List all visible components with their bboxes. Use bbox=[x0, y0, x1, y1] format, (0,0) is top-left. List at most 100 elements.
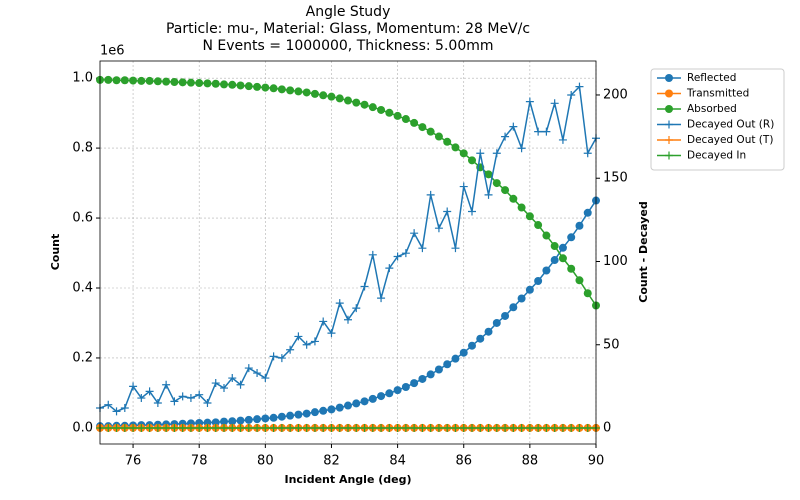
point bbox=[310, 89, 319, 98]
point bbox=[534, 277, 543, 286]
point bbox=[583, 289, 592, 298]
point bbox=[501, 424, 510, 433]
y-tick-label: 1.0 bbox=[72, 71, 93, 86]
point bbox=[459, 182, 468, 191]
point bbox=[410, 118, 419, 127]
point bbox=[294, 424, 303, 433]
point bbox=[468, 207, 476, 216]
point bbox=[120, 424, 129, 433]
point bbox=[393, 424, 402, 433]
point bbox=[302, 340, 311, 349]
point bbox=[509, 424, 518, 433]
point bbox=[558, 424, 567, 433]
point bbox=[484, 424, 493, 433]
point bbox=[203, 399, 212, 408]
point bbox=[385, 108, 394, 117]
point bbox=[451, 244, 460, 253]
point bbox=[393, 111, 402, 120]
point bbox=[129, 424, 138, 433]
point bbox=[186, 424, 195, 433]
point bbox=[302, 88, 311, 97]
point bbox=[443, 137, 452, 146]
y2-tick-label: 100 bbox=[603, 254, 628, 269]
point bbox=[195, 390, 204, 399]
point bbox=[352, 304, 361, 313]
point bbox=[575, 276, 584, 285]
point bbox=[228, 424, 237, 433]
point bbox=[211, 79, 220, 88]
point bbox=[434, 365, 443, 374]
x-tick-label: 90 bbox=[588, 454, 605, 469]
point bbox=[575, 424, 584, 433]
y-tick-label: 0.0 bbox=[72, 420, 93, 435]
point bbox=[286, 411, 295, 420]
y2-tick-label: 150 bbox=[603, 171, 628, 186]
point bbox=[459, 348, 468, 357]
point bbox=[277, 85, 286, 94]
point bbox=[476, 149, 485, 158]
point bbox=[186, 78, 195, 87]
point bbox=[385, 424, 394, 433]
point bbox=[418, 424, 427, 433]
point bbox=[352, 399, 361, 408]
point bbox=[269, 352, 278, 361]
point bbox=[418, 374, 427, 383]
point bbox=[377, 294, 386, 303]
point bbox=[344, 401, 352, 410]
point bbox=[368, 250, 377, 259]
point bbox=[542, 127, 551, 136]
point bbox=[567, 424, 576, 433]
point bbox=[550, 99, 559, 108]
point bbox=[484, 170, 493, 179]
point bbox=[344, 96, 352, 105]
point bbox=[261, 83, 270, 92]
point bbox=[410, 229, 419, 238]
point bbox=[368, 424, 377, 433]
point bbox=[153, 399, 162, 408]
point bbox=[368, 394, 377, 403]
point bbox=[137, 76, 146, 85]
legend-label: Decayed Out (T) bbox=[687, 134, 773, 146]
point bbox=[220, 417, 228, 426]
point bbox=[418, 244, 427, 253]
point bbox=[228, 417, 237, 426]
point bbox=[451, 143, 460, 152]
y-tick-label: 0.8 bbox=[72, 141, 93, 156]
point bbox=[476, 424, 485, 433]
point bbox=[211, 418, 220, 427]
point bbox=[401, 115, 410, 124]
point bbox=[253, 82, 262, 91]
point bbox=[302, 409, 311, 418]
point bbox=[360, 424, 369, 433]
point bbox=[583, 424, 592, 433]
point bbox=[434, 224, 443, 233]
series-line bbox=[99, 85, 597, 413]
point bbox=[558, 243, 567, 252]
point bbox=[120, 404, 129, 413]
legend-label: Decayed Out (R) bbox=[687, 119, 774, 131]
point bbox=[236, 81, 245, 90]
point bbox=[170, 77, 179, 86]
point bbox=[517, 144, 526, 153]
point bbox=[104, 400, 113, 409]
point bbox=[277, 412, 286, 421]
point bbox=[575, 82, 584, 91]
point bbox=[129, 382, 138, 391]
point bbox=[244, 424, 253, 433]
point bbox=[319, 91, 328, 100]
point bbox=[319, 317, 328, 326]
point bbox=[459, 424, 468, 433]
point bbox=[434, 132, 443, 141]
x-tick-label: 82 bbox=[323, 454, 340, 469]
point bbox=[542, 231, 551, 240]
point bbox=[418, 123, 427, 132]
point bbox=[443, 360, 452, 369]
point bbox=[162, 424, 171, 433]
point bbox=[567, 90, 576, 99]
point bbox=[542, 424, 551, 433]
point bbox=[137, 394, 146, 403]
point bbox=[525, 424, 534, 433]
point bbox=[393, 252, 402, 261]
y2-axis-label: Count - Decayed bbox=[637, 201, 650, 302]
